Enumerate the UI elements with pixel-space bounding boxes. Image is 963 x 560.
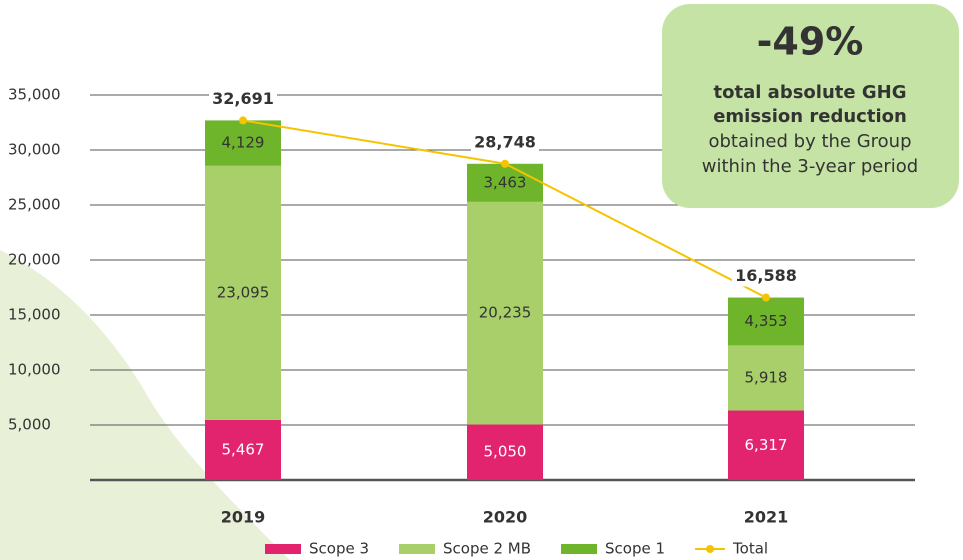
label-backing — [471, 130, 539, 153]
legend-swatch — [561, 544, 598, 554]
callout-bold: emission reduction — [713, 106, 907, 127]
value-label: 20,235 — [479, 304, 532, 322]
plot: 5,000 10,000 15,000 20,000 25,000 30,000 35,00… — [8, 86, 915, 558]
bar-segment — [728, 410, 804, 480]
y-tick-label: 20,000 — [8, 251, 61, 269]
y-tick-label: 15,000 — [8, 306, 61, 324]
bar-segment — [467, 163, 543, 202]
label-backing — [209, 87, 277, 110]
total-label: 28,748 — [474, 132, 536, 151]
value-label: 5,918 — [745, 368, 788, 386]
value-label: 3,463 — [484, 173, 527, 191]
value-label: 6,317 — [745, 436, 788, 454]
y-tick-label: 25,000 — [8, 196, 61, 214]
x-tick-label: 2019 — [221, 508, 266, 527]
value-label: 5,050 — [484, 443, 527, 461]
x-tick-label: 2021 — [744, 508, 789, 527]
legend-label: Scope 1 — [605, 540, 665, 558]
value-label: 23,095 — [217, 283, 270, 301]
total-point — [762, 293, 770, 302]
bar-segment — [728, 345, 804, 411]
total-label: 16,588 — [735, 266, 797, 285]
legend-label: Total — [732, 540, 768, 558]
callout-text: obtained by the Group — [708, 131, 911, 152]
callout-box — [662, 4, 959, 208]
label-backing — [732, 264, 800, 287]
total-point — [239, 116, 247, 125]
bar-segment — [205, 419, 281, 480]
callout-text: within the 3-year period — [702, 156, 918, 177]
legend-marker — [706, 545, 715, 553]
background-blob — [0, 250, 290, 560]
legend-swatch — [265, 544, 301, 554]
bar-segment — [205, 165, 281, 420]
x-tick-label: 2020 — [483, 508, 528, 527]
total-point — [501, 159, 509, 168]
y-tick-label: 5,000 — [8, 416, 51, 434]
bar-segment — [205, 120, 281, 166]
bar-segment — [467, 424, 543, 480]
callout-headline: -49% — [757, 20, 864, 64]
legend-label: Scope 2 MB — [443, 540, 531, 558]
legend-label: Scope 3 — [309, 540, 369, 558]
y-tick-label: 35,000 — [8, 86, 61, 104]
legend-swatch — [399, 544, 436, 554]
total-label: 32,691 — [212, 89, 274, 108]
y-tick-label: 10,000 — [8, 361, 61, 379]
bar-segment — [467, 201, 543, 425]
value-label: 4,129 — [222, 134, 265, 152]
callout-bold: total absolute GHG — [714, 82, 907, 103]
value-label: 4,353 — [745, 312, 788, 330]
bar-segment — [728, 297, 804, 346]
y-tick-label: 30,000 — [8, 141, 61, 159]
value-label: 5,467 — [222, 440, 265, 458]
